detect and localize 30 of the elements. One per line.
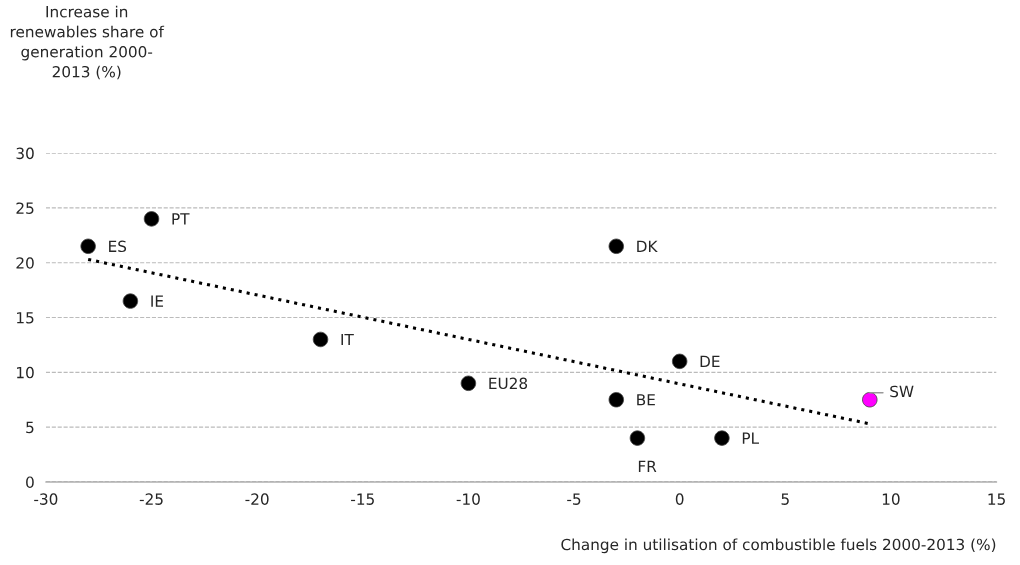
y-tick-label: 5: [26, 421, 34, 434]
y-tick-label: 15: [17, 312, 34, 324]
y-axis-title: Increase in renewables share of generation 2000- 2013 (%): [10, 5, 165, 80]
x-tick-label: 0: [675, 493, 684, 505]
x-tick-label: 15: [988, 493, 1005, 505]
y-tick-label: 25: [16, 202, 34, 214]
annotation: BE: [637, 394, 655, 406]
x-tick-label: 10: [882, 493, 900, 505]
annotation: IT: [341, 333, 354, 346]
annotation: IE: [151, 295, 164, 307]
x-tick-label: -15: [351, 493, 374, 505]
x-tick-label: 5: [781, 493, 789, 505]
annotation: DK: [637, 240, 658, 252]
x-tick-label: -5: [567, 493, 581, 505]
x-tick-label: -10: [456, 493, 480, 505]
y-tick-label: 30: [16, 147, 34, 160]
annotation: EU28: [489, 377, 528, 390]
annotation: PT: [172, 213, 190, 225]
y-tick-label: 20: [16, 257, 34, 269]
y-tick-label: 10: [17, 366, 34, 379]
annotation: PL: [742, 432, 759, 444]
annotation: SW: [890, 385, 914, 398]
x-tick-label: -20: [245, 493, 269, 505]
annotation: ES: [109, 240, 127, 253]
x-axis-title: Change in utilisation of combustible fuels 2000-2013 (%): [561, 538, 996, 554]
annotation: FR: [638, 460, 657, 472]
x-tick-label: -25: [139, 493, 163, 505]
annotation: DE: [700, 355, 720, 367]
y-tick-label: 0: [26, 476, 34, 488]
x-tick-label: -30: [34, 493, 58, 505]
